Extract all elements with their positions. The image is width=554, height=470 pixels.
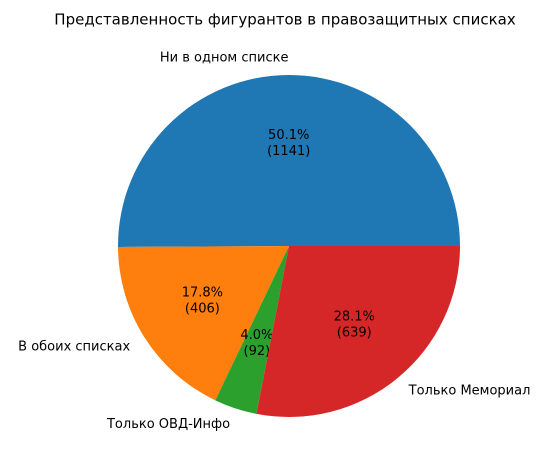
slice-label: Только ОВД-Инфо	[106, 417, 230, 432]
pie-slice	[215, 246, 289, 414]
slice-label: В обоих списках	[18, 339, 130, 354]
percent-label: 28.1%	[334, 310, 375, 325]
value-label: (639)	[337, 326, 372, 341]
percent-label: 4.0%	[240, 328, 273, 343]
pie-slice	[117, 74, 460, 247]
value-label: (92)	[244, 344, 271, 359]
value-label: (406)	[185, 301, 220, 316]
percent-label: 17.8%	[182, 285, 223, 300]
percent-label: 50.1%	[268, 128, 309, 143]
chart-title: Представленность фигурантов в правозащит…	[54, 11, 516, 29]
value-label: (1141)	[267, 144, 310, 159]
pie-slice	[118, 246, 290, 401]
pie-slice	[256, 246, 460, 417]
slice-label: Ни в одном списке	[160, 50, 289, 65]
slice-label: Только Мемориал	[408, 384, 531, 399]
